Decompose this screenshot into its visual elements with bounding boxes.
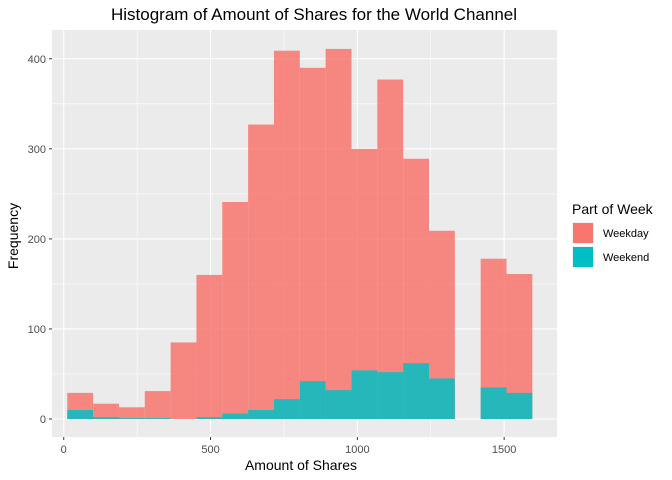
series-weekend — [67, 363, 533, 419]
histogram-bar — [248, 124, 274, 419]
histogram-bar — [480, 387, 507, 419]
y-axis: 0 100 200 300 400 — [28, 54, 52, 426]
histogram-bar — [273, 50, 300, 419]
histogram-bar — [377, 79, 404, 419]
histogram-bar — [325, 48, 352, 419]
histogram-bar — [325, 390, 352, 419]
histogram-bar — [118, 407, 145, 419]
y-tick-label: 400 — [28, 54, 46, 66]
histogram-bar — [428, 378, 455, 419]
x-axis-title: Amount of Shares — [245, 457, 357, 473]
legend-label: Weekend — [603, 252, 649, 264]
histogram-bar — [377, 372, 404, 419]
histogram-bar — [222, 413, 249, 419]
histogram-bar — [118, 418, 145, 419]
histogram-bar — [506, 392, 533, 419]
histogram-bar — [351, 370, 378, 419]
legend-swatch — [573, 247, 593, 267]
series-weekday — [67, 48, 533, 419]
y-tick-label: 300 — [28, 144, 46, 156]
histogram-bar — [144, 391, 171, 419]
legend-item-weekday: Weekday — [572, 222, 649, 244]
x-tick-label: 0 — [61, 444, 67, 456]
legend-title: Part of Week — [572, 201, 654, 217]
histogram-bar — [93, 403, 119, 419]
x-axis: 0 500 1000 1500 — [61, 437, 516, 456]
histogram-bar — [222, 201, 249, 419]
histogram-bar — [248, 409, 274, 419]
histogram-bar — [299, 67, 326, 419]
histogram-bar — [196, 274, 223, 419]
histogram-bar — [273, 399, 300, 419]
y-tick-label: 100 — [28, 324, 46, 336]
histogram-bar — [403, 363, 429, 419]
histogram-bar — [67, 409, 94, 419]
histogram-bar — [144, 418, 171, 419]
x-tick-label: 500 — [201, 444, 219, 456]
histogram-bar — [299, 381, 326, 419]
x-tick-label: 1500 — [492, 444, 516, 456]
legend-item-weekend: Weekend — [572, 246, 649, 268]
y-axis-title: Frequency — [5, 203, 21, 269]
chart-title: Histogram of Amount of Shares for the Wo… — [111, 5, 517, 24]
x-tick-label: 1000 — [345, 444, 369, 456]
plot-panel — [52, 30, 557, 437]
legend-swatch — [573, 223, 593, 243]
legend-label: Weekday — [603, 228, 649, 240]
legend: Part of Week Weekday Weekend — [572, 201, 654, 268]
y-tick-label: 0 — [40, 414, 46, 426]
y-tick-label: 200 — [28, 234, 46, 246]
histogram-bar — [196, 417, 223, 419]
histogram-bar — [170, 342, 197, 419]
histogram-bar — [93, 417, 119, 419]
